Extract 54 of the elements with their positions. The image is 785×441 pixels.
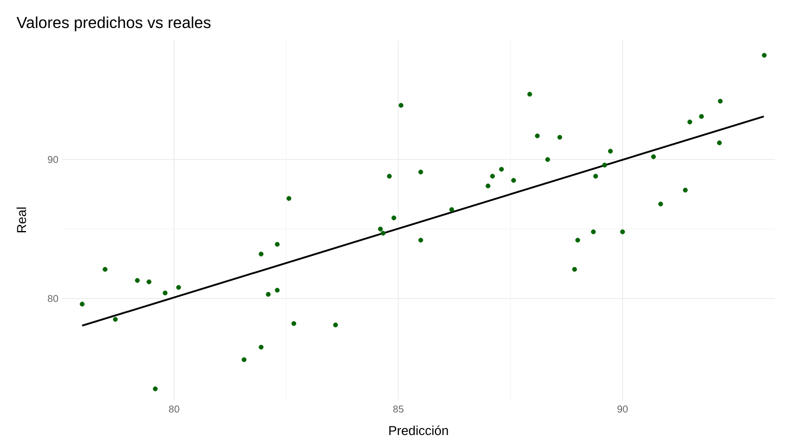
point: [545, 157, 550, 162]
point: [490, 174, 495, 179]
point: [699, 114, 704, 119]
point: [620, 229, 625, 234]
point: [152, 386, 158, 392]
chart-title: Valores predichos vs reales: [16, 16, 211, 32]
point: [274, 242, 280, 247]
point: [572, 266, 577, 272]
point: [258, 344, 264, 350]
point: [378, 226, 383, 232]
point: [258, 252, 264, 256]
point: [575, 238, 580, 243]
point: [718, 98, 723, 104]
x-axis-title: Predicción: [389, 425, 448, 436]
point: [112, 316, 118, 322]
point: [102, 266, 108, 272]
point: [380, 230, 386, 236]
x-tick-label: 90: [617, 406, 628, 413]
point: [146, 279, 152, 284]
point: [286, 196, 292, 201]
point: [449, 207, 454, 212]
point: [499, 166, 504, 172]
point: [291, 321, 296, 326]
point: [274, 288, 280, 293]
point: [486, 184, 490, 188]
point: [511, 178, 516, 183]
point: [534, 134, 540, 138]
x-tick-label: 85: [393, 406, 404, 413]
point: [717, 140, 722, 146]
y-axis-title: Real: [16, 208, 26, 232]
point: [386, 174, 392, 179]
point: [593, 174, 598, 179]
point: [176, 285, 181, 290]
point: [333, 322, 338, 328]
point: [80, 302, 85, 306]
point: [608, 148, 613, 154]
point: [651, 154, 656, 160]
point: [242, 357, 246, 362]
point: [602, 162, 608, 168]
point: [398, 102, 404, 108]
point: [762, 52, 767, 58]
point: [162, 290, 168, 296]
point: [391, 216, 396, 220]
point: [590, 229, 596, 234]
point: [687, 120, 692, 124]
x-tick-label: 80: [169, 406, 180, 413]
point: [134, 278, 140, 283]
point: [658, 202, 664, 206]
point: [418, 170, 424, 174]
point: [557, 134, 562, 140]
point: [418, 238, 424, 243]
point: [527, 92, 532, 97]
point: [682, 188, 688, 193]
point: [266, 292, 271, 297]
